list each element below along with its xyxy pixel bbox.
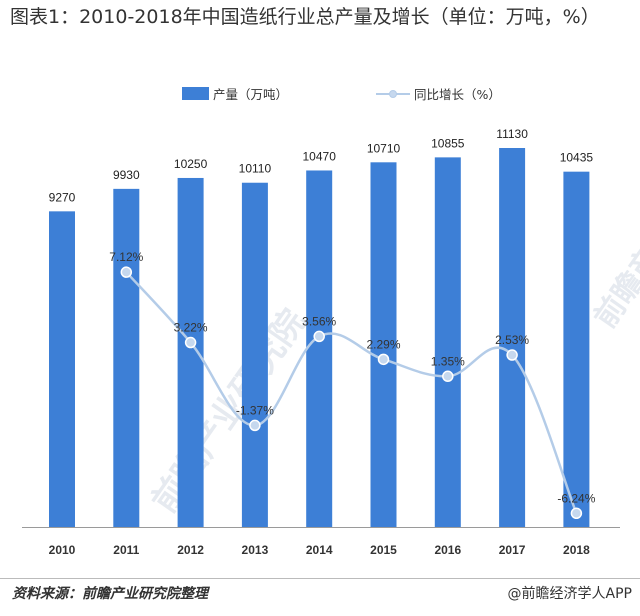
- chart-title: 图表1：2010-2018年中国造纸行业总产量及增长（单位：万吨，%）: [10, 6, 600, 28]
- legend-label-production: 产量（万吨）: [213, 86, 289, 102]
- bar: [177, 177, 204, 527]
- x-tick-label: 2015: [370, 543, 397, 557]
- credit-note: @前瞻经济学人APP: [507, 586, 632, 602]
- legend-item-production: 产量（万吨）: [182, 80, 288, 106]
- legend: 产量（万吨） 同比增长（%）: [0, 80, 640, 106]
- x-tick-label: 2010: [49, 543, 76, 557]
- growth-point: [120, 266, 133, 278]
- legend-line-swatch: [376, 87, 410, 100]
- growth-point: [249, 419, 261, 432]
- legend-label-growth: 同比增长（%）: [414, 86, 501, 102]
- legend-item-growth: 同比增长（%）: [376, 80, 501, 106]
- source-note: 资料来源：前瞻产业研究院整理: [12, 586, 208, 602]
- bar: [499, 148, 526, 527]
- growth-value-label: 3.56%: [302, 314, 336, 328]
- bar-value-label: 10250: [174, 157, 208, 171]
- x-tick-label: 2014: [306, 543, 333, 557]
- growth-value-label: 1.35%: [431, 354, 465, 368]
- bar: [49, 211, 75, 528]
- watermark-text: 前瞻产业研究院: [145, 302, 314, 520]
- footer-divider: [0, 578, 640, 579]
- bar-value-label: 9930: [113, 168, 140, 182]
- bar-value-label: 10470: [303, 149, 337, 163]
- x-tick-label: 2018: [563, 543, 590, 557]
- bar-value-label: 11130: [496, 127, 528, 141]
- watermark-text: 前瞻产业研究院: [588, 142, 640, 334]
- growth-point: [570, 507, 583, 520]
- growth-point: [506, 349, 518, 361]
- bar: [370, 162, 397, 527]
- growth-value-label: 3.22%: [174, 321, 208, 335]
- bar-value-label: 9270: [49, 190, 76, 204]
- growth-value-label: 2.29%: [366, 337, 400, 351]
- x-tick-label: 2012: [177, 543, 204, 557]
- growth-value-label: 7.12%: [109, 250, 143, 264]
- growth-point: [377, 353, 390, 366]
- bar: [434, 157, 461, 528]
- x-tick-label: 2017: [499, 543, 526, 557]
- bar-value-label: 10710: [367, 141, 401, 155]
- growth-point: [442, 370, 454, 383]
- growth-point: [313, 330, 325, 343]
- chart-canvas: 前瞻产业研究院前瞻产业研究院92702010993020111025020121…: [22, 127, 640, 557]
- legend-bar-swatch: [182, 86, 209, 100]
- bar: [563, 171, 590, 528]
- growth-value-label: -6.24%: [557, 491, 595, 505]
- x-tick-label: 2013: [242, 543, 269, 557]
- bar: [113, 188, 140, 527]
- bar-value-label: 10110: [239, 162, 272, 176]
- x-tick-label: 2016: [434, 543, 461, 557]
- bar-value-label: 10435: [560, 151, 594, 165]
- bar: [306, 170, 333, 527]
- bar: [241, 182, 268, 527]
- bar-value-label: 10855: [431, 136, 465, 150]
- growth-point: [184, 336, 197, 349]
- growth-value-label: -1.37%: [236, 403, 274, 417]
- x-tick-label: 2011: [113, 543, 139, 557]
- growth-value-label: 2.53%: [495, 333, 529, 347]
